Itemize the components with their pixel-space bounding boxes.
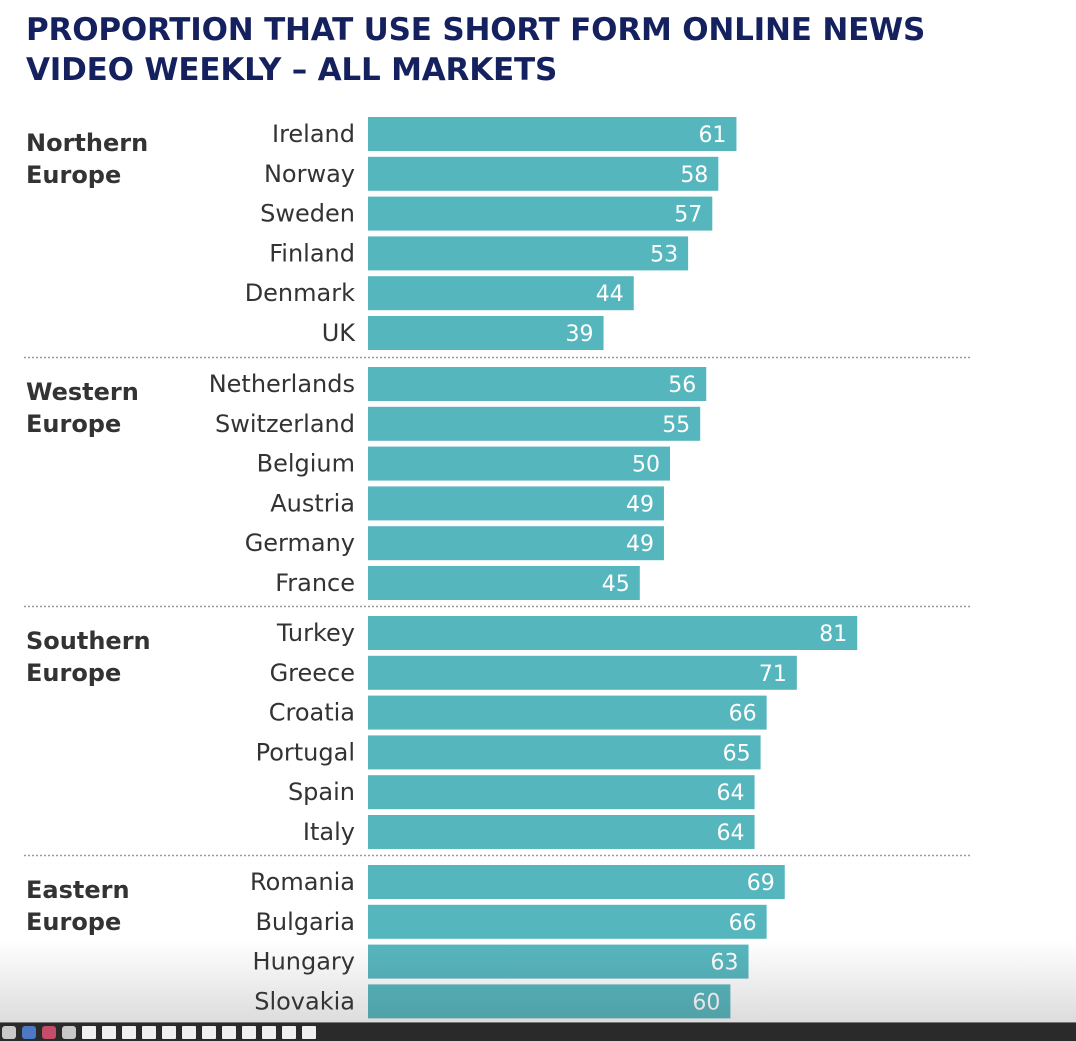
bar-slovakia bbox=[368, 984, 731, 1019]
bar-romania bbox=[368, 865, 785, 899]
category-label-belgium: Belgium bbox=[257, 450, 355, 478]
category-label-germany: Germany bbox=[245, 529, 355, 557]
value-label-greece: 71 bbox=[759, 662, 787, 687]
category-label-croatia: Croatia bbox=[269, 699, 355, 727]
app-icon[interactable] bbox=[62, 1025, 76, 1039]
category-label-italy: Italy bbox=[303, 818, 355, 846]
document-icon[interactable] bbox=[182, 1025, 196, 1039]
category-label-ireland: Ireland bbox=[272, 120, 355, 148]
bar-sweden bbox=[368, 196, 713, 231]
region-label-southern-europe: Europe bbox=[26, 659, 121, 687]
finder-icon[interactable] bbox=[2, 1025, 16, 1039]
value-label-germany: 49 bbox=[626, 532, 654, 557]
value-label-portugal: 65 bbox=[723, 741, 751, 766]
category-label-hungary: Hungary bbox=[253, 948, 355, 976]
value-label-spain: 64 bbox=[717, 781, 745, 806]
value-label-finland: 53 bbox=[650, 242, 678, 267]
bar-italy bbox=[368, 815, 755, 849]
category-label-portugal: Portugal bbox=[256, 738, 355, 766]
document-icon[interactable] bbox=[222, 1025, 236, 1039]
bar-greece bbox=[368, 655, 797, 690]
bar-finland bbox=[368, 236, 689, 271]
document-icon[interactable] bbox=[282, 1025, 296, 1039]
value-label-france: 45 bbox=[602, 572, 630, 597]
bar-france bbox=[368, 566, 640, 600]
value-label-switzerland: 55 bbox=[662, 413, 690, 438]
region-label-northern-europe: Europe bbox=[26, 161, 121, 189]
category-label-slovakia: Slovakia bbox=[254, 987, 355, 1015]
category-label-spain: Spain bbox=[288, 778, 355, 806]
bar-turkey bbox=[368, 616, 858, 650]
chart-title-line-1: PROPORTION THAT USE SHORT FORM ONLINE NE… bbox=[26, 12, 926, 48]
value-label-italy: 64 bbox=[717, 821, 745, 846]
document-icon[interactable] bbox=[82, 1025, 96, 1039]
value-label-hungary: 63 bbox=[711, 951, 739, 976]
value-label-ireland: 61 bbox=[698, 123, 726, 148]
bar-uk bbox=[368, 316, 604, 350]
app-icon[interactable] bbox=[42, 1025, 56, 1039]
bar-belgium bbox=[368, 446, 670, 481]
value-label-denmark: 44 bbox=[596, 282, 624, 307]
dock-bar bbox=[0, 1022, 1076, 1041]
document-icon[interactable] bbox=[162, 1025, 176, 1039]
category-label-finland: Finland bbox=[269, 239, 355, 267]
bar-austria bbox=[368, 486, 664, 521]
bar-hungary bbox=[368, 944, 749, 979]
category-label-denmark: Denmark bbox=[245, 279, 355, 307]
value-label-slovakia: 60 bbox=[692, 990, 720, 1015]
document-icon[interactable] bbox=[242, 1025, 256, 1039]
document-icon[interactable] bbox=[262, 1025, 276, 1039]
chart-title: PROPORTION THAT USE SHORT FORM ONLINE NE… bbox=[26, 10, 1026, 90]
bar-spain bbox=[368, 775, 755, 810]
region-label-eastern-europe: Eastern bbox=[26, 876, 130, 904]
value-label-bulgaria: 66 bbox=[729, 911, 757, 936]
region-label-eastern-europe: Europe bbox=[26, 908, 121, 936]
bar-denmark bbox=[368, 276, 634, 311]
value-label-netherlands: 56 bbox=[668, 373, 696, 398]
bar-germany bbox=[368, 526, 664, 561]
value-label-croatia: 66 bbox=[729, 702, 757, 727]
region-label-western-europe: Western bbox=[26, 378, 139, 406]
category-label-turkey: Turkey bbox=[276, 619, 355, 647]
category-label-uk: UK bbox=[322, 319, 357, 347]
document-icon[interactable] bbox=[102, 1025, 116, 1039]
value-label-norway: 58 bbox=[680, 163, 708, 188]
bar-portugal bbox=[368, 735, 761, 770]
value-label-romania: 69 bbox=[747, 871, 775, 896]
value-label-belgium: 50 bbox=[632, 453, 660, 478]
value-label-austria: 49 bbox=[626, 492, 654, 517]
document-icon[interactable] bbox=[122, 1025, 136, 1039]
category-label-norway: Norway bbox=[264, 160, 355, 188]
bar-ireland bbox=[368, 117, 737, 151]
bar-norway bbox=[368, 156, 719, 191]
browser-icon[interactable] bbox=[22, 1025, 36, 1039]
bar-switzerland bbox=[368, 406, 701, 441]
document-icon[interactable] bbox=[142, 1025, 156, 1039]
bar-bulgaria bbox=[368, 904, 767, 939]
category-label-switzerland: Switzerland bbox=[215, 410, 355, 438]
value-label-sweden: 57 bbox=[674, 203, 702, 228]
document-icon[interactable] bbox=[202, 1025, 216, 1039]
value-label-uk: 39 bbox=[566, 322, 594, 347]
region-label-northern-europe: Northern bbox=[26, 129, 148, 157]
region-label-southern-europe: Southern bbox=[26, 627, 151, 655]
bar-netherlands bbox=[368, 367, 707, 401]
chart-title-line-2: VIDEO WEEKLY – ALL MARKETS bbox=[26, 52, 558, 88]
category-label-sweden: Sweden bbox=[260, 200, 355, 228]
document-icon[interactable] bbox=[302, 1025, 316, 1039]
region-label-western-europe: Europe bbox=[26, 410, 121, 438]
category-label-france: France bbox=[275, 569, 355, 597]
category-label-romania: Romania bbox=[250, 868, 355, 896]
category-label-bulgaria: Bulgaria bbox=[255, 908, 355, 936]
category-label-austria: Austria bbox=[270, 489, 355, 517]
category-label-greece: Greece bbox=[270, 659, 355, 687]
bar-croatia bbox=[368, 695, 767, 730]
value-label-turkey: 81 bbox=[819, 622, 847, 647]
category-label-netherlands: Netherlands bbox=[209, 370, 355, 398]
